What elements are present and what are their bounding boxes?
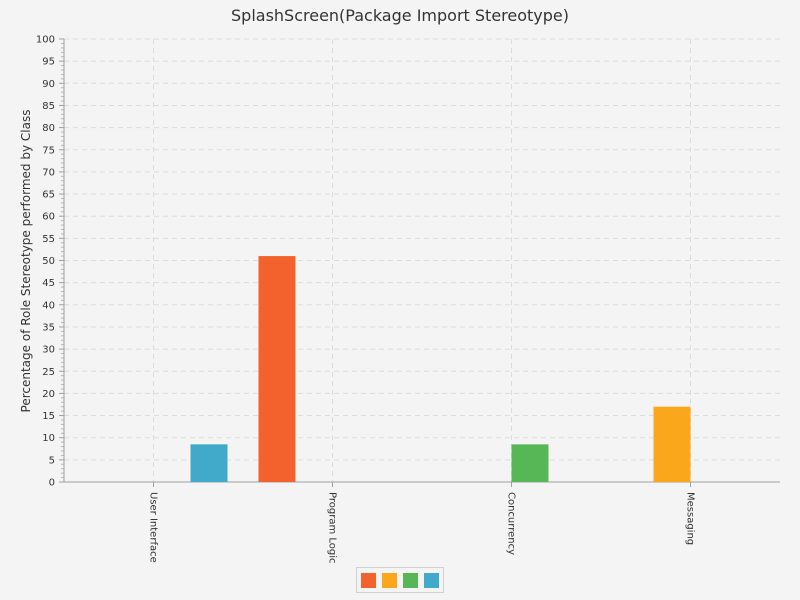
y-tick-label: 40 [42, 300, 55, 311]
y-tick-label: 75 [42, 145, 55, 156]
y-tick-label: 0 [49, 478, 55, 489]
y-tick-label: 10 [42, 433, 55, 444]
legend [356, 567, 444, 593]
bar [258, 256, 296, 482]
y-tick-label: 20 [42, 389, 55, 400]
x-tick-label: Concurrency [506, 492, 517, 555]
bar [653, 406, 691, 482]
y-tick-label: 30 [42, 345, 55, 356]
y-tick-label: 45 [42, 278, 55, 289]
legend-swatch [361, 572, 376, 588]
legend-swatch [424, 572, 439, 588]
legend-swatch [382, 572, 397, 588]
x-tick-label: User Interface [148, 492, 159, 563]
y-tick-label: 65 [42, 190, 55, 201]
y-tick-label: 55 [42, 234, 55, 245]
y-tick-label: 80 [42, 123, 55, 134]
chart-title: SplashScreen(Package Import Stereotype) [231, 6, 569, 25]
y-tick-label: 70 [42, 167, 55, 178]
legend-swatch [403, 572, 418, 588]
x-tick-label: Messaging [685, 492, 696, 545]
y-tick-label: 50 [42, 256, 55, 267]
bar [190, 444, 228, 482]
y-tick-label: 25 [42, 367, 55, 378]
y-tick-label: 60 [42, 212, 55, 223]
y-tick-label: 5 [49, 455, 55, 466]
y-tick-label: 90 [42, 79, 55, 90]
bar [511, 444, 549, 482]
y-tick-label: 100 [36, 35, 55, 46]
y-tick-label: 15 [42, 411, 55, 422]
x-tick-label: Program Logic [327, 492, 338, 564]
y-tick-label: 35 [42, 322, 55, 333]
y-tick-label: 85 [42, 101, 55, 112]
y-tick-label: 95 [42, 57, 55, 68]
